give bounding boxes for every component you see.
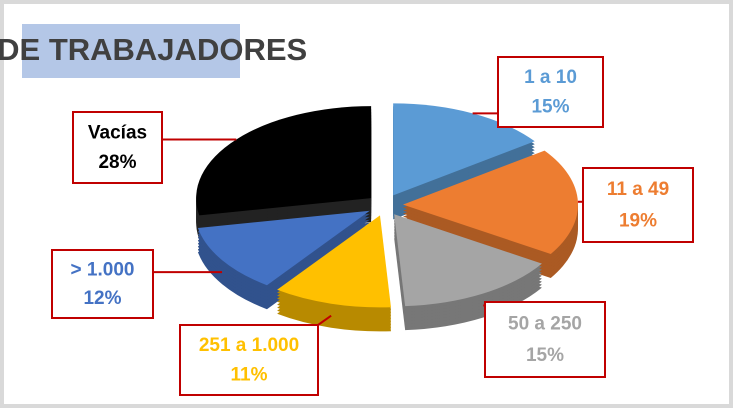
- slice: [402, 150, 578, 254]
- category-label: 11 a 49: [607, 179, 669, 200]
- slice: [277, 215, 391, 308]
- category-label: 50 a 250: [508, 314, 582, 335]
- slice: [394, 214, 542, 307]
- value-label: 15%: [526, 345, 564, 366]
- label-box: [497, 56, 604, 128]
- value-label: 19%: [619, 210, 657, 231]
- value-label: 11%: [231, 364, 268, 385]
- category-label: Vacías: [88, 122, 147, 143]
- label-box: [484, 301, 606, 378]
- category-label: > 1.000: [71, 259, 135, 280]
- label-box: [72, 111, 163, 184]
- category-label: 1 a 10: [524, 67, 577, 88]
- label-box: [179, 324, 319, 396]
- chart-title: Nº DE TRABAJADORES: [0, 32, 307, 67]
- label-box: [51, 249, 154, 319]
- callout-pointer: [317, 314, 332, 326]
- value-label: 15%: [531, 96, 569, 117]
- category-label: 251 a 1.000: [199, 335, 299, 356]
- title-box: [22, 24, 240, 78]
- label-box: [582, 167, 694, 243]
- slice: [197, 210, 370, 286]
- slice: [196, 106, 372, 216]
- value-label: 12%: [83, 288, 121, 309]
- value-label: 28%: [98, 152, 136, 173]
